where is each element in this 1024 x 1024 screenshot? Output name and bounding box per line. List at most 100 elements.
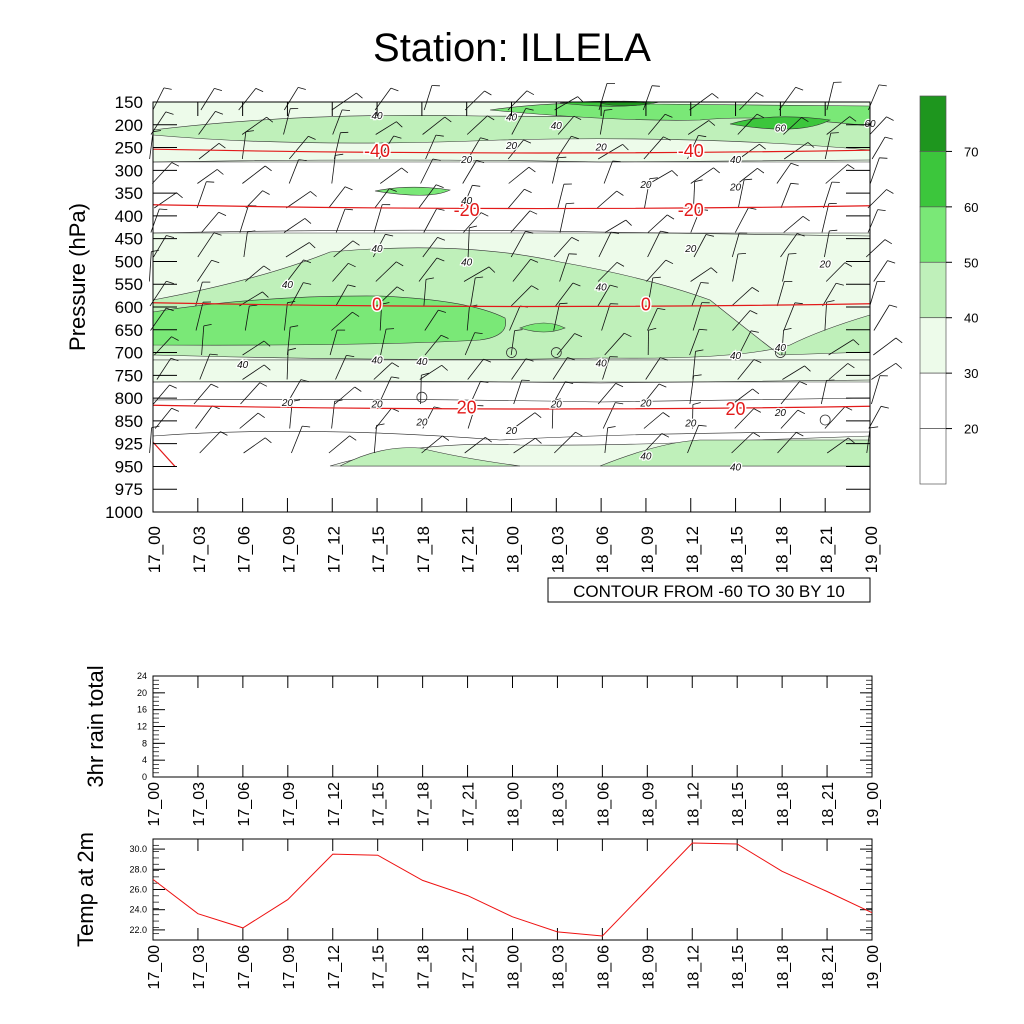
wind-barb (782, 253, 789, 282)
wind-barb (689, 329, 700, 356)
wind-barb-flag (848, 437, 855, 444)
wind-barb-flag (262, 190, 270, 195)
y-tick-label: 16 (137, 705, 147, 715)
wind-barb (873, 260, 888, 282)
wind-barb-flag (215, 111, 224, 115)
wind-barb (511, 108, 527, 135)
wind-barb-flag (609, 284, 618, 288)
humidity-contour-3 (152, 397, 871, 403)
wind-barb (464, 90, 485, 111)
wind-barb-flag (396, 121, 403, 128)
wind-barb-flag (830, 132, 839, 134)
wind-barb-flag (442, 435, 450, 441)
x-tick-label: 17_12 (326, 945, 343, 990)
wind-barb-flag (616, 190, 624, 196)
wind-barb (378, 135, 395, 160)
wind-barb (239, 291, 263, 307)
wind-barb (731, 232, 740, 258)
wind-barb-flag (259, 382, 268, 387)
wind-barb (826, 116, 850, 135)
wind-barb-flag (348, 262, 356, 268)
wind-barb-flag (711, 93, 719, 99)
wind-barb (734, 207, 749, 233)
wind-barb-flag (826, 300, 835, 303)
humidity-region-7 (599, 439, 871, 467)
wind-barb-flag (790, 162, 799, 167)
wind-barb-flag (356, 92, 363, 99)
wind-barb (283, 108, 291, 135)
y-tick-label: 26.0 (129, 885, 147, 895)
wind-barb (598, 83, 608, 111)
wind-barb-flag (302, 425, 311, 428)
humidity-contour-label: 40 (461, 257, 473, 268)
wind-barb (154, 407, 172, 429)
y-axis-label: Temp at 2m (73, 832, 98, 947)
wind-barb-flag (847, 363, 855, 369)
wind-barb (284, 302, 288, 331)
wind-barb-flag (528, 166, 536, 173)
wind-barb (737, 113, 758, 135)
wind-barb-flag (700, 282, 709, 284)
x-tick-label: 18_18 (772, 526, 791, 573)
wind-barb-flag (571, 237, 580, 242)
x-tick-label: 17_06 (236, 782, 253, 827)
x-tick-label: 19_00 (865, 782, 882, 827)
wind-barb-flag (660, 230, 669, 234)
wind-barb-flag (753, 408, 761, 413)
rain-chart: 0 4 8 12 16 20 24 17_00 17_03 17_06 17_09 17_12 17_1… (83, 665, 882, 826)
y-tick-label: 850 (115, 412, 143, 431)
wind-barb-flag (474, 332, 483, 334)
x-tick-label: 18_09 (640, 782, 657, 827)
wind-barb-flag (381, 302, 390, 305)
wind-barb-flag (257, 412, 265, 419)
wind-barb-flag (216, 169, 224, 175)
panel-frame (152, 675, 873, 778)
wind-barb-flag (303, 282, 312, 285)
x-tick-label: 17_00 (145, 526, 164, 573)
wind-barb (825, 164, 848, 184)
wind-barb (198, 111, 216, 135)
wind-barb (604, 219, 627, 233)
humidity-contour-label: 20 (729, 182, 742, 193)
temperature-contour-label: -20 (454, 200, 480, 220)
x-tick-label: 19_00 (862, 526, 881, 573)
wind-barb-flag (266, 116, 274, 123)
wind-barb-flag (263, 364, 271, 371)
isotherm--40 (152, 148, 871, 154)
wind-barb-flag (700, 209, 709, 211)
y-tick-label: 300 (115, 161, 143, 180)
wind-barb (242, 340, 265, 356)
wind-barb (328, 435, 350, 454)
wind-barb (734, 408, 755, 429)
colorbar-label: 70 (964, 144, 978, 159)
x-tick-label: 17_03 (190, 526, 209, 573)
page-title: Station: ILLELA (373, 26, 651, 70)
wind-barb-flag (308, 135, 316, 140)
temperature-contour-label: -40 (678, 141, 704, 161)
temperature-contour-label: 0 (641, 294, 651, 314)
wind-barb-flag (692, 402, 701, 405)
wind-barb-flag (744, 178, 753, 181)
calm-wind-circle (774, 347, 786, 358)
x-tick-label: 17_09 (281, 782, 298, 827)
wind-barb (776, 162, 792, 184)
wind-barb (825, 262, 846, 282)
wind-barb (689, 375, 694, 405)
wind-barb-flag (879, 157, 888, 159)
x-tick-label: 18_09 (638, 526, 657, 573)
wind-barb-flag (354, 386, 362, 392)
x-tick-label: 18_15 (730, 782, 747, 827)
wind-barb (873, 337, 897, 356)
wind-barb-flag (713, 167, 720, 174)
wind-barb-flag (567, 357, 576, 361)
wind-barb (598, 231, 612, 258)
wind-barb (201, 325, 205, 356)
wind-barb (555, 135, 572, 160)
wind-barb (599, 110, 605, 135)
wind-barb-flag (391, 376, 400, 379)
wind-barb (869, 157, 880, 184)
x-tick-label: 17_00 (146, 945, 163, 990)
wind-barb (291, 425, 303, 454)
x-tick-label: 17_18 (416, 945, 433, 990)
wind-barb (782, 365, 805, 380)
